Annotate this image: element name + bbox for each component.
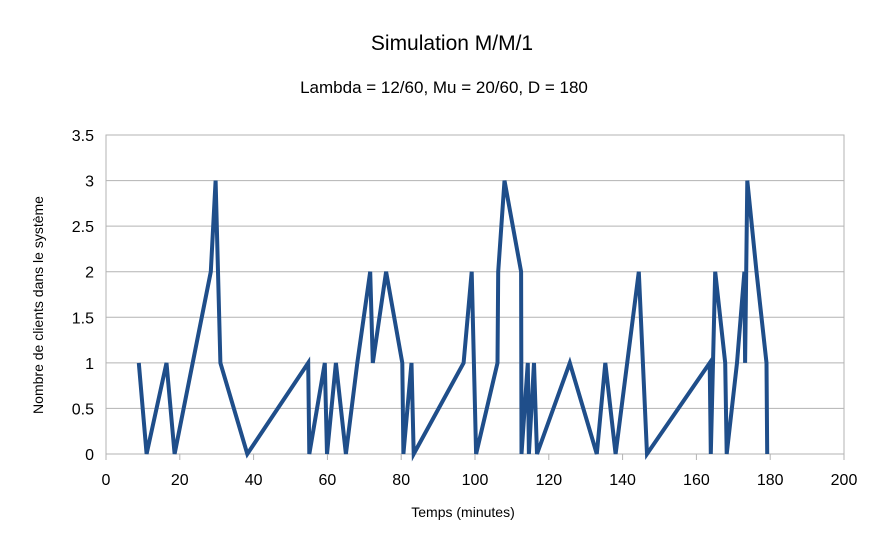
x-tick-label: 20	[171, 472, 189, 489]
y-tick-label: 1	[85, 356, 94, 373]
chart-title: Simulation M/M/1	[371, 32, 533, 55]
x-tick-label: 0	[102, 472, 111, 489]
x-tick-label: 160	[683, 472, 710, 489]
y-tick-label: 3.5	[72, 128, 94, 145]
y-tick-label: 1.5	[72, 310, 94, 327]
y-tick-label: 2.5	[72, 219, 94, 236]
y-tick-label: 0	[85, 447, 94, 464]
tick-layer: 0 0.5 1 1.5 2 2.5 3 3.5 0 20 40 60 80 100 120 140 160 180…	[72, 128, 858, 489]
x-tick-label: 100	[462, 472, 489, 489]
x-tick-label: 40	[245, 472, 263, 489]
x-axis-label: Temps (minutes)	[411, 504, 514, 520]
x-tick-label: 180	[757, 472, 784, 489]
y-axis-label: Nombre de clients dans le système	[30, 196, 46, 414]
chart-subtitle: Lambda = 12/60, Mu = 20/60, D = 180	[300, 78, 588, 97]
y-tick-label: 0.5	[72, 401, 94, 418]
series-layer	[136, 180, 770, 462]
x-tick-label: 80	[392, 472, 410, 489]
y-tick-label: 3	[85, 174, 94, 191]
series-line	[136, 180, 770, 462]
y-tick-label: 2	[85, 265, 94, 282]
x-tick-label: 200	[831, 472, 858, 489]
x-tick-label: 120	[535, 472, 562, 489]
x-tick-label: 140	[609, 472, 636, 489]
x-tick-label: 60	[319, 472, 337, 489]
